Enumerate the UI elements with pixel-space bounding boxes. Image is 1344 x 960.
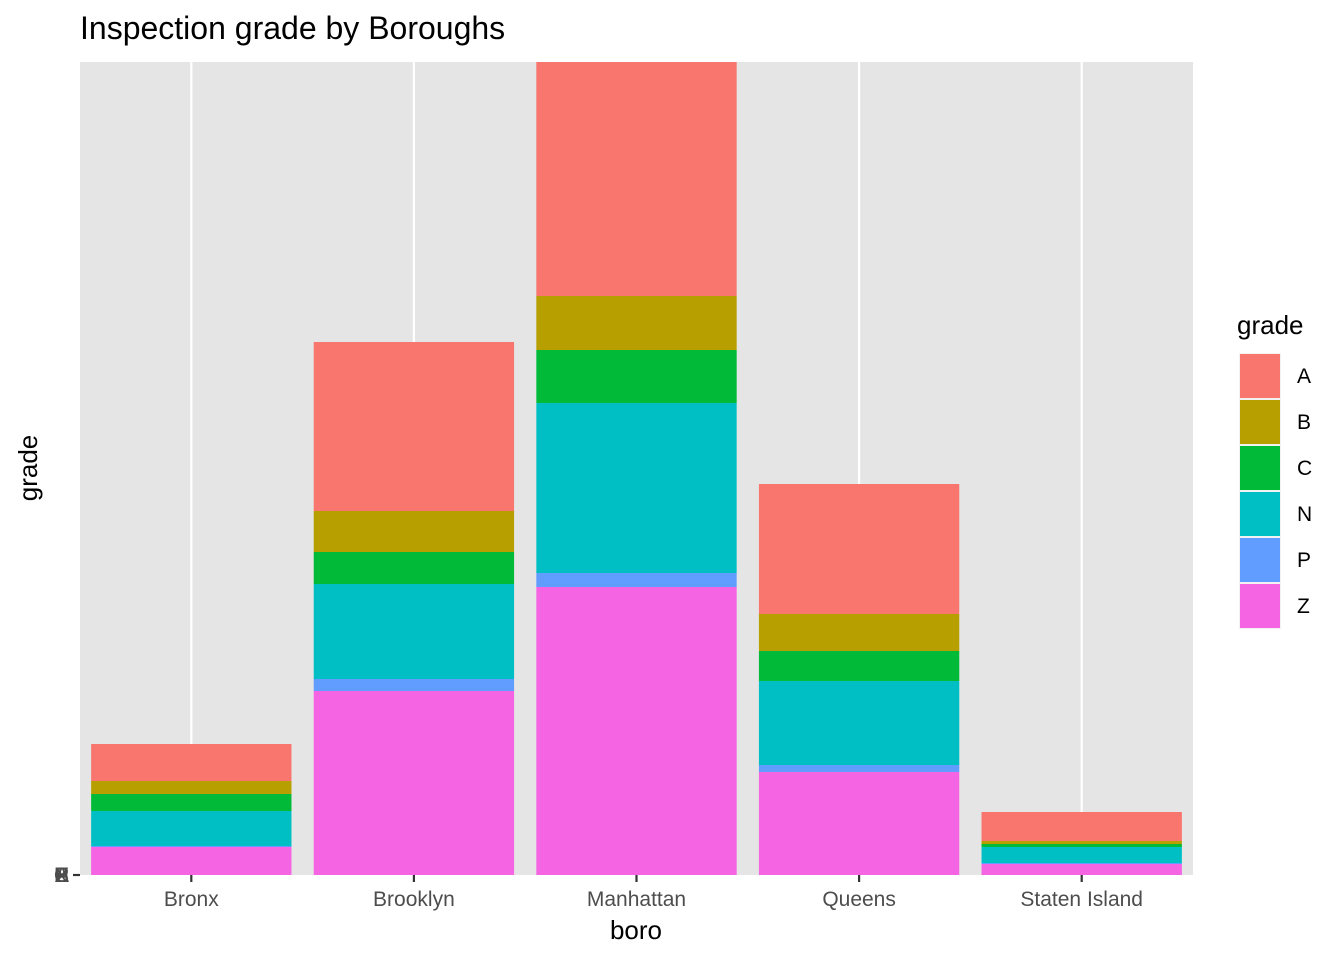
x-tick-label: Staten Island	[1020, 888, 1143, 911]
bar-segment-manhattan-c	[536, 350, 737, 403]
bar-segment-manhattan-z	[536, 587, 737, 875]
bar-segment-brooklyn-b	[313, 511, 515, 552]
bar-segment-staten-island-c	[981, 844, 1182, 847]
legend-key-n	[1240, 492, 1280, 536]
bar-segment-bronx-c	[91, 794, 292, 811]
bar-segment-manhattan-a	[536, 62, 737, 296]
x-axis: Bronx Brooklyn Manhattan Queens Staten Islan…	[164, 875, 1143, 911]
bar-segment-bronx-b	[91, 781, 292, 794]
legend-label-c: C	[1297, 457, 1312, 480]
bar-segment-queens-a	[758, 484, 960, 614]
x-axis-title: boro	[610, 915, 662, 945]
chart-title: Inspection grade by Boroughs	[80, 10, 505, 46]
bar-segment-brooklyn-n	[313, 584, 515, 679]
legend-key-c	[1240, 446, 1280, 490]
legend-label-z: Z	[1297, 595, 1310, 618]
bar-segment-staten-island-n	[981, 847, 1182, 863]
y-axis-title: grade	[13, 435, 43, 502]
bar-segment-queens-c	[758, 651, 960, 681]
legend-key-p	[1240, 538, 1280, 582]
legend-label-b: B	[1297, 411, 1311, 434]
legend-key-z	[1240, 584, 1280, 628]
bar-segment-queens-p	[758, 765, 960, 772]
bar-segment-staten-island-z	[981, 864, 1182, 875]
bar-segment-staten-island-a	[981, 812, 1182, 841]
bar-segment-brooklyn-a	[313, 342, 515, 511]
x-tick-label: Manhattan	[587, 888, 686, 911]
bar-segment-queens-b	[758, 614, 960, 651]
bar-segment-queens-n	[758, 681, 960, 765]
bar-segment-bronx-p	[91, 846, 292, 847]
legend-label-p: P	[1297, 549, 1311, 572]
y-tick-label: C	[54, 864, 69, 887]
bars	[91, 62, 1182, 875]
bar-segment-staten-island-b	[981, 841, 1182, 844]
bar-segment-queens-z	[758, 772, 960, 875]
bar-segment-brooklyn-c	[313, 552, 515, 584]
x-tick-label: Brooklyn	[373, 888, 455, 911]
bar-segment-bronx-z	[91, 847, 292, 875]
bar-segment-brooklyn-z	[313, 691, 515, 875]
x-tick-label: Queens	[822, 888, 896, 911]
legend-label-n: N	[1297, 503, 1312, 526]
legend-title: grade	[1237, 310, 1304, 340]
bar-segment-manhattan-b	[536, 296, 737, 350]
bar-segment-bronx-a	[91, 744, 292, 781]
y-tick-label: A	[55, 864, 69, 887]
bar-segment-brooklyn-p	[313, 679, 515, 691]
y-tick-label: B	[55, 864, 69, 887]
bar-segment-bronx-n	[91, 811, 292, 846]
y-tick-label: P	[55, 864, 69, 887]
legend-key-b	[1240, 400, 1280, 444]
legend-key-a	[1240, 354, 1280, 398]
x-tick-label: Bronx	[164, 888, 219, 911]
bar-segment-staten-island-p	[981, 863, 1182, 864]
legend-label-a: A	[1297, 365, 1311, 388]
bar-segment-manhattan-p	[536, 573, 737, 587]
y-tick-label: N	[54, 864, 69, 887]
bar-segment-manhattan-n	[536, 403, 737, 573]
y-tick-label: Z	[56, 864, 69, 887]
